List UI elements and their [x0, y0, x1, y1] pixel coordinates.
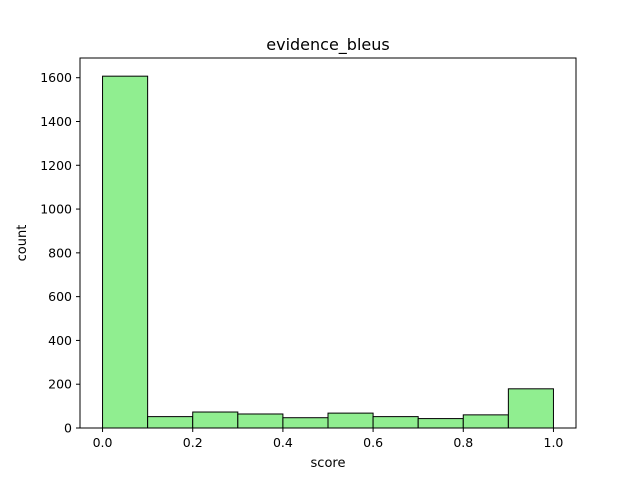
histogram-bar — [282, 417, 329, 429]
histogram-bar — [327, 412, 374, 429]
x-ticks: 0.0 0.2 0.4 0.6 0.8 1.0 — [93, 428, 564, 450]
histogram-bar — [507, 388, 554, 429]
x-tick-label: 0.4 — [273, 435, 293, 450]
chart-title: evidence_bleus — [266, 35, 389, 55]
y-tick-label: 600 — [48, 289, 72, 304]
y-tick-label: 1000 — [40, 202, 72, 217]
x-tick-label: 0.8 — [453, 435, 473, 450]
histogram-bar — [372, 416, 419, 429]
histogram-bar — [237, 413, 284, 429]
x-tick-label: 0.0 — [93, 435, 113, 450]
y-tick-label: 1400 — [40, 114, 72, 129]
y-tick-label: 1200 — [40, 158, 72, 173]
y-axis-label: count — [15, 225, 30, 262]
y-tick-label: 400 — [48, 333, 72, 348]
x-tick-label: 1.0 — [544, 435, 564, 450]
x-axis-label: score — [311, 456, 346, 471]
y-tick-label: 200 — [48, 377, 72, 392]
histogram-bar — [102, 75, 149, 429]
histogram-bar — [192, 411, 239, 429]
histogram-bar — [417, 418, 464, 429]
y-tick-label: 0 — [64, 421, 72, 436]
y-ticks: 0 200 400 600 800 1000 1200 1400 1600 — [40, 70, 80, 436]
plot-frame — [79, 57, 577, 429]
x-tick-label: 0.2 — [183, 435, 203, 450]
histogram-bar — [462, 414, 509, 429]
histogram-bar — [147, 416, 194, 429]
x-tick-label: 0.6 — [363, 435, 383, 450]
y-tick-label: 1600 — [40, 70, 72, 85]
y-tick-label: 800 — [48, 245, 72, 260]
